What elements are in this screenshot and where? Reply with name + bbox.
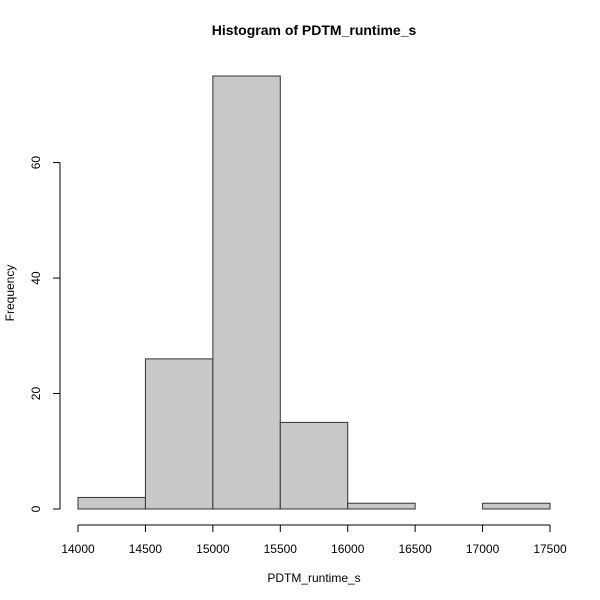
- bars-group: [77, 75, 551, 510]
- histogram-bar-3: [279, 421, 349, 510]
- x-tick-label-4: 16000: [331, 542, 365, 556]
- chart-title: Histogram of PDTM_runtime_s: [212, 22, 417, 38]
- x-axis: 14000 14500 15000 15500 16000 16500 17000 17500: [61, 524, 567, 556]
- x-tick-label-0: 14000: [61, 542, 95, 556]
- x-tick-label-1: 14500: [129, 542, 163, 556]
- x-tick-label-2: 15000: [196, 542, 230, 556]
- histogram-bar-4: [347, 502, 416, 510]
- histogram-bar-6: [482, 502, 551, 510]
- x-axis-title: PDTM_runtime_s: [267, 571, 360, 585]
- y-tick-label-3: 60: [29, 156, 43, 170]
- y-tick-label-1: 20: [29, 387, 43, 401]
- histogram-bar-2: [212, 75, 281, 510]
- y-axis: 0 20 40 60: [29, 156, 61, 512]
- x-tick-label-6: 17000: [466, 542, 500, 556]
- x-tick-label-3: 15500: [264, 542, 298, 556]
- y-tick-label-0: 0: [29, 505, 43, 512]
- y-tick-label-2: 40: [29, 271, 43, 285]
- y-axis-title: Frequency: [3, 265, 17, 322]
- x-tick-label-7: 17500: [533, 542, 567, 556]
- x-tick-label-5: 16500: [398, 542, 432, 556]
- histogram-bar-1: [144, 358, 214, 510]
- histogram-bar-0: [77, 496, 146, 510]
